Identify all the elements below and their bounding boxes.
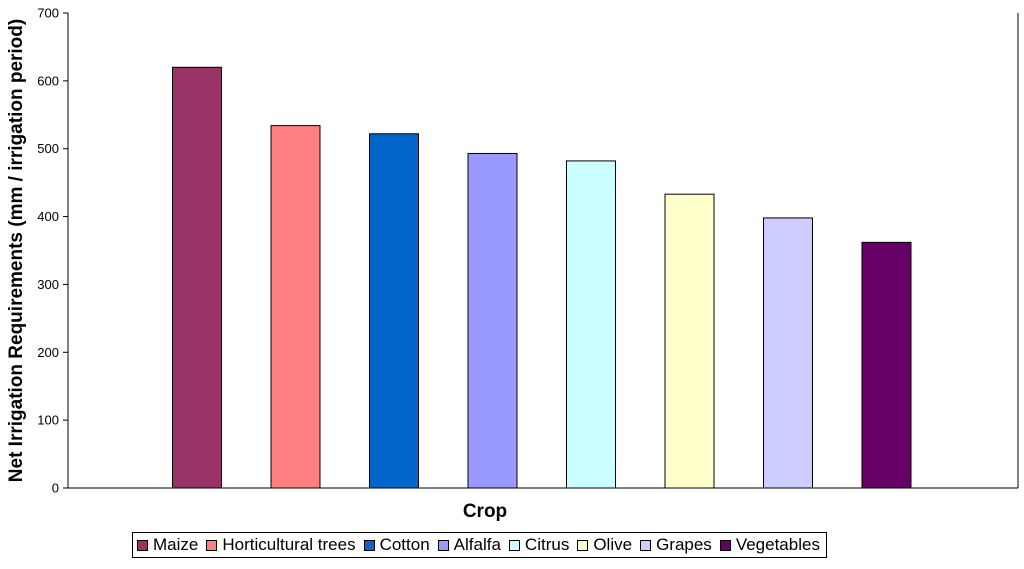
y-tick-label: 100 <box>37 413 59 428</box>
legend-swatch <box>363 539 375 551</box>
bar-olive <box>664 193 715 489</box>
legend-swatch <box>577 539 589 551</box>
bars <box>172 66 912 489</box>
y-tick-label: 300 <box>37 277 59 292</box>
bar-grapes <box>763 217 813 489</box>
y-tick-label: 600 <box>37 73 59 88</box>
legend-item: Horticultural trees <box>206 535 356 555</box>
legend-item: Maize <box>137 535 198 555</box>
legend-item: Vegetables <box>719 535 820 555</box>
bar-horticultural-trees <box>270 125 321 489</box>
legend-swatch <box>206 539 218 551</box>
y-tick-label: 400 <box>37 209 59 224</box>
x-axis-title: Crop <box>463 501 507 522</box>
legend-swatch <box>719 539 731 551</box>
legend-swatch <box>437 539 449 551</box>
legend-swatch <box>137 539 148 551</box>
y-tick-label: 500 <box>37 141 59 156</box>
legend-item: Cotton <box>363 535 430 555</box>
y-axis-ticks: 0 100 200 300 400 500 600 700 <box>37 6 68 496</box>
legend-label: Cotton <box>379 535 430 554</box>
legend: Maize Horticultural trees Cotton Alfalfa Cit… <box>132 532 827 558</box>
y-axis-title: Net Irrigation Requirements (mm / irriga… <box>6 19 27 482</box>
legend-label: Citrus <box>524 535 570 554</box>
legend-item: Grapes <box>640 535 712 555</box>
legend-label: Alfalfa <box>453 535 501 554</box>
legend-label: Olive <box>593 535 633 554</box>
y-tick-label: 0 <box>52 481 59 496</box>
legend-item: Citrus <box>508 535 570 555</box>
bar-chart: 0 100 200 300 400 500 600 700 Crop Net Irrigati… <box>6 6 1019 522</box>
legend-label: Grapes <box>656 535 712 554</box>
legend-item: Alfalfa <box>437 535 501 555</box>
legend-label: Maize <box>153 535 199 554</box>
y-tick-label: 200 <box>37 345 59 360</box>
legend-swatch <box>508 539 520 551</box>
bar-vegetables <box>861 241 912 489</box>
y-tick-label: 700 <box>37 6 59 21</box>
bar-citrus <box>566 160 616 489</box>
legend-label: Horticultural trees <box>222 535 356 554</box>
legend-swatch <box>640 539 652 551</box>
bar-alfalfa <box>467 152 518 489</box>
legend-label: Vegetables <box>735 535 820 554</box>
bar-maize <box>172 66 222 489</box>
bar-cotton <box>369 133 419 489</box>
legend-item: Olive <box>577 535 632 555</box>
